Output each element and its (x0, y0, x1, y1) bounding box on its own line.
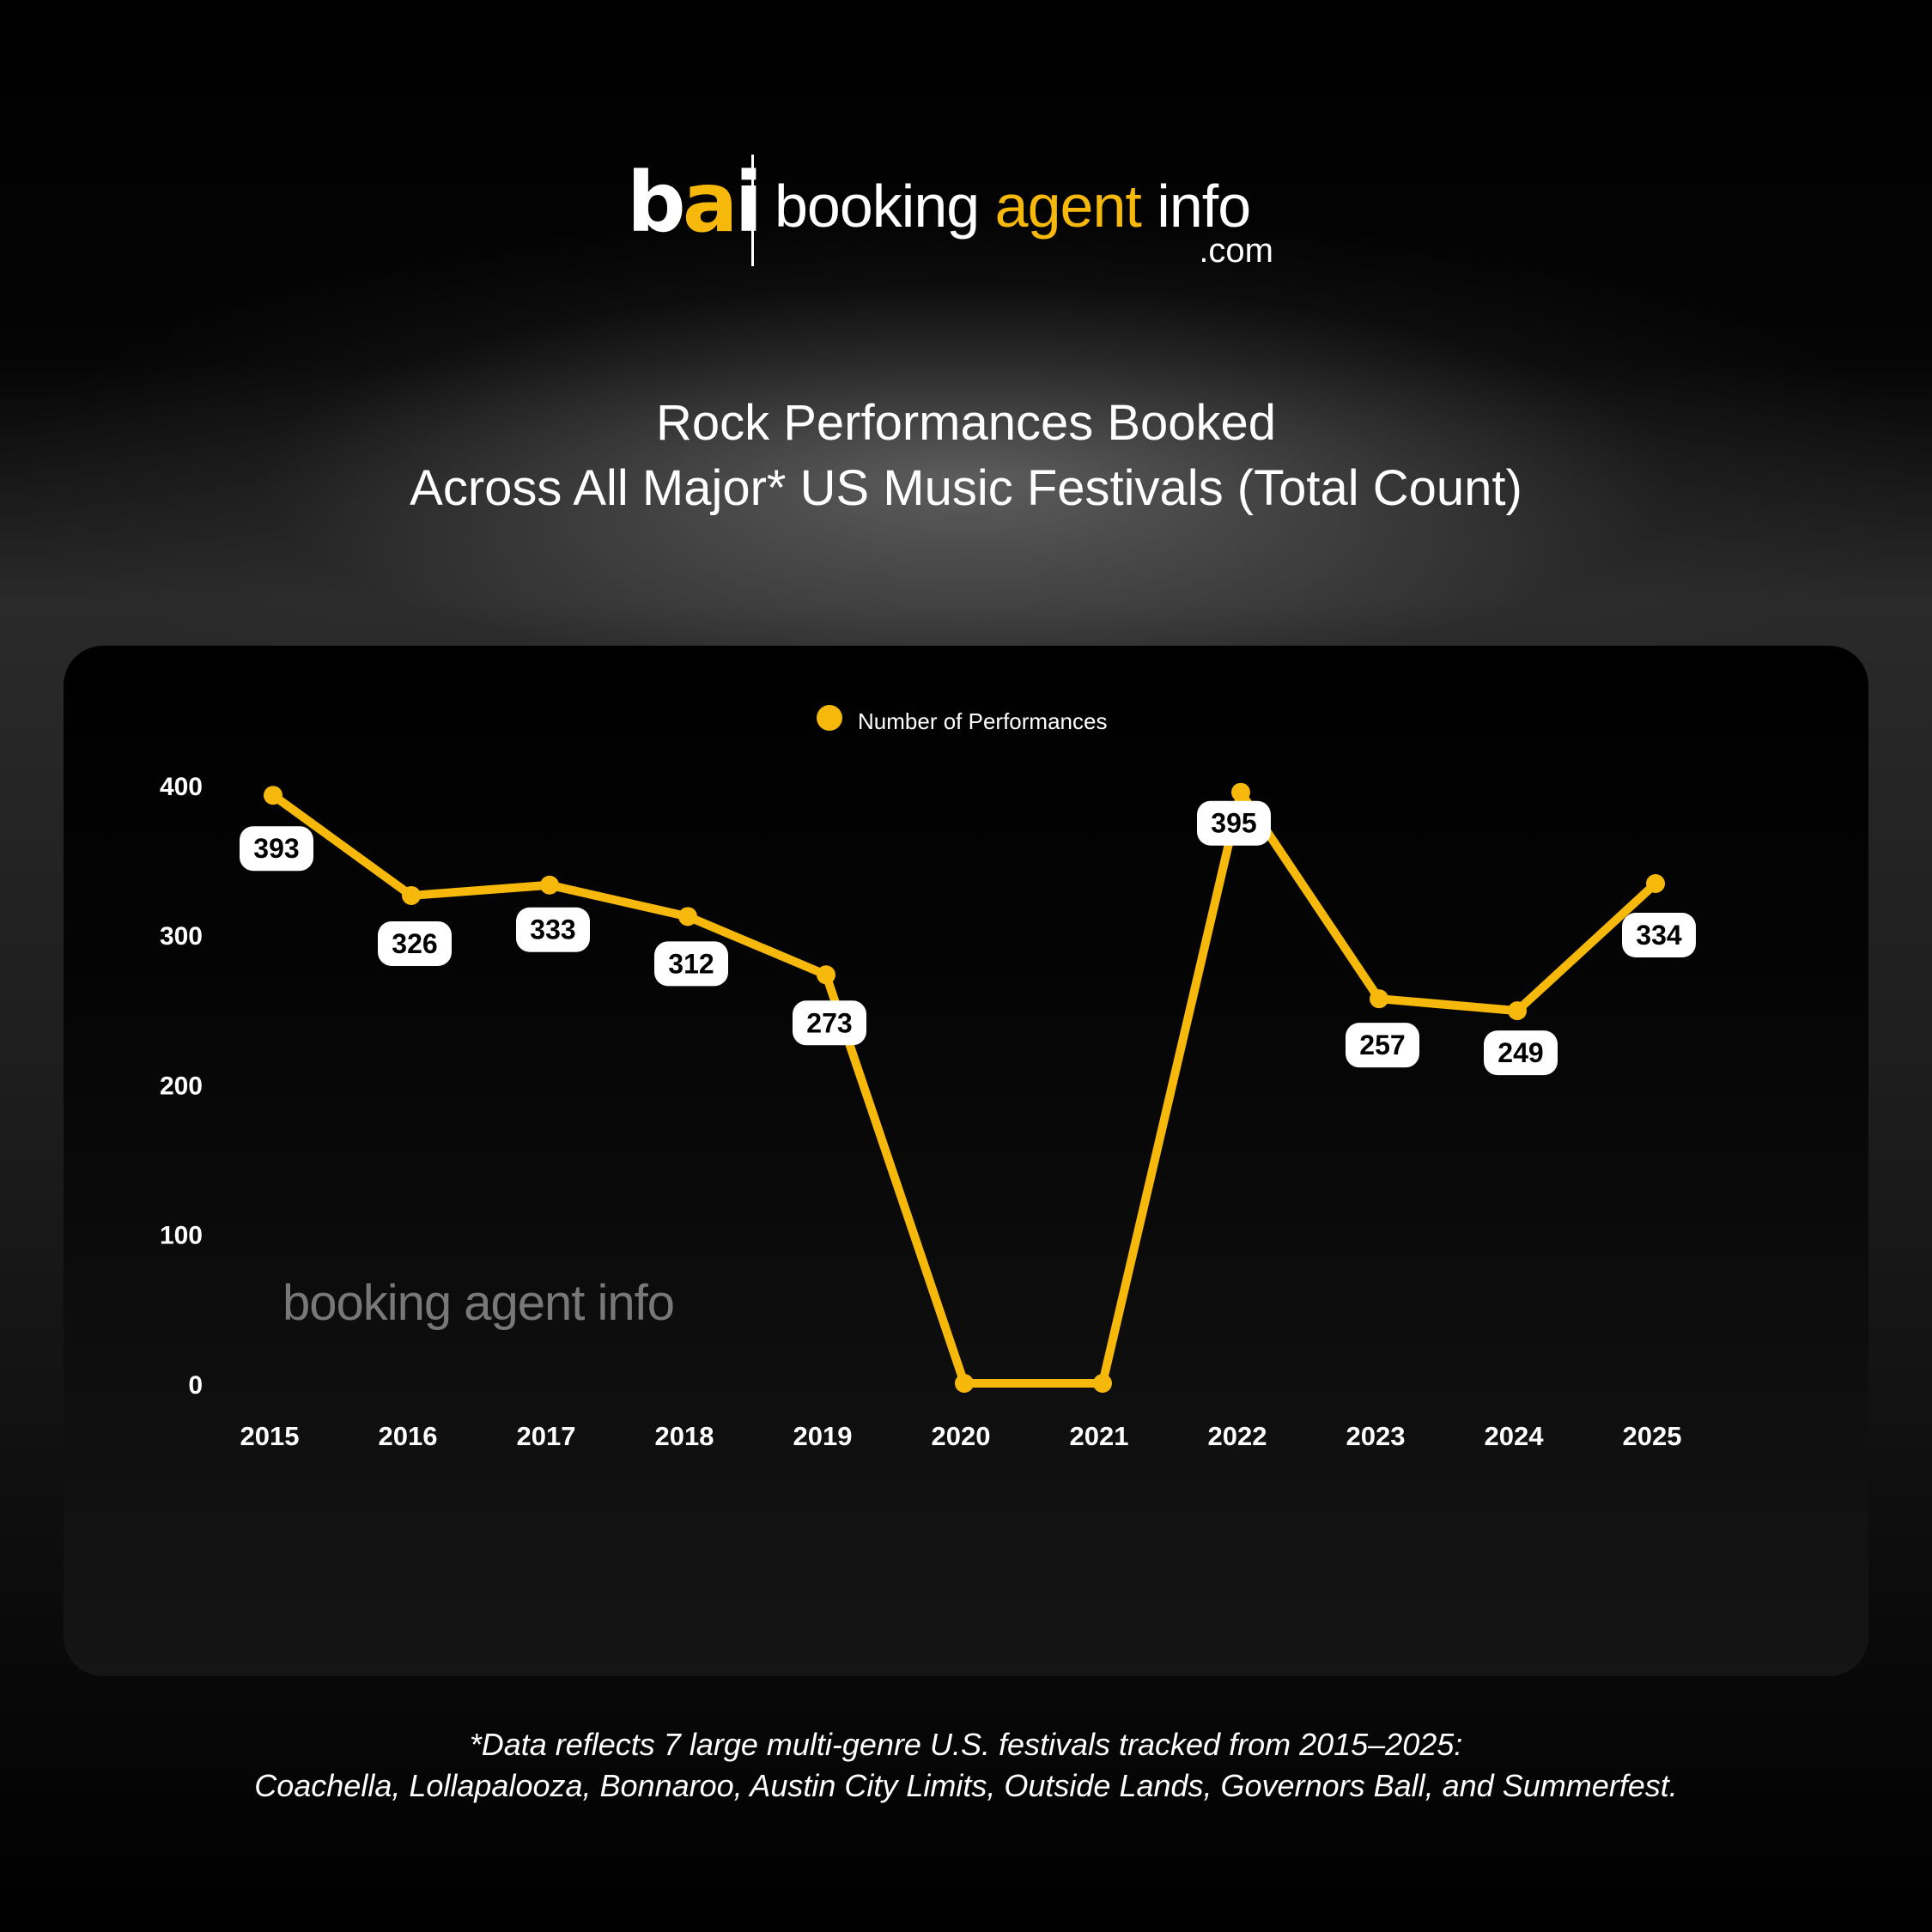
data-label-bg (1622, 913, 1696, 958)
logo-mark-b: b (627, 155, 686, 251)
data-label-text: 393 (253, 833, 299, 864)
footnote-line2: Coachella, Lollapalooza, Bonnaroo, Austi… (254, 1768, 1678, 1803)
x-tick-label-2016: 2016 (379, 1421, 438, 1451)
data-label-bg (654, 941, 728, 987)
data-point-2024 (1508, 1001, 1527, 1021)
logo-domain: .com (1199, 232, 1273, 270)
x-tick-label-2018: 2018 (655, 1421, 714, 1451)
data-point-2020 (955, 1374, 974, 1393)
data-label-bg (793, 1000, 866, 1046)
data-point-2017 (540, 875, 559, 895)
x-tick-label-2022: 2022 (1208, 1421, 1267, 1451)
data-point-2022 (1231, 782, 1250, 802)
logo-wordmark: booking agent info (775, 172, 1251, 240)
data-label-bg (1484, 1030, 1558, 1076)
legend-marker (817, 705, 842, 731)
data-label-2025: 334 (1622, 913, 1696, 958)
chart-legend: Number of Performances (817, 705, 1107, 734)
chart-title-line2: Across All Major* US Music Festivals (To… (410, 460, 1522, 516)
data-label-text: 312 (668, 948, 714, 979)
logo-divider (751, 155, 754, 266)
logo-mark-i: i (734, 155, 763, 251)
data-label-text: 333 (530, 914, 575, 945)
x-tick-label-2023: 2023 (1346, 1421, 1406, 1451)
brand-logo: bai booking agent info .com (627, 146, 1314, 275)
data-label-2022: 395 (1197, 800, 1271, 846)
data-point-2021 (1093, 1374, 1112, 1393)
data-label-2024: 249 (1484, 1030, 1558, 1076)
data-label-text: 326 (392, 928, 437, 959)
x-tick-label-2021: 2021 (1070, 1421, 1129, 1451)
y-tick-label-300: 300 (160, 922, 203, 951)
data-point-2019 (817, 965, 835, 985)
chart-title-line1: Rock Performances Booked (655, 395, 1277, 451)
data-label-text: 249 (1498, 1037, 1543, 1068)
y-tick-label-400: 400 (160, 773, 203, 801)
watermark-text: booking agent info (283, 1275, 674, 1331)
x-tick-label-2024: 2024 (1485, 1421, 1545, 1451)
data-labels: 393 326 333 312 273 395 257 249 334 (240, 800, 1696, 1076)
line-chart: Number of Performances booking agent inf… (160, 705, 1696, 1451)
data-label-bg (378, 920, 452, 966)
y-tick-label-0: 0 (188, 1371, 203, 1400)
data-point-2015 (264, 786, 283, 805)
data-label-2015: 393 (240, 826, 313, 872)
data-label-2018: 312 (654, 941, 728, 987)
x-tick-label-2017: 2017 (517, 1421, 576, 1451)
logo-mark: bai (627, 155, 763, 251)
data-label-bg (516, 907, 590, 952)
data-label-2016: 326 (378, 920, 452, 966)
data-label-bg (240, 826, 313, 872)
logo-mark-a: a (682, 155, 738, 251)
footnote: *Data reflects 7 large multi-genre U.S. … (0, 1724, 1932, 1807)
x-tick-label-2015: 2015 (240, 1421, 300, 1451)
x-tick-label-2019: 2019 (793, 1421, 853, 1451)
data-label-text: 273 (806, 1007, 852, 1038)
footnote-line1: *Data reflects 7 large multi-genre U.S. … (469, 1727, 1463, 1762)
logo-word-booking: booking (775, 173, 995, 240)
x-tick-label-2020: 2020 (932, 1421, 991, 1451)
data-label-2019: 273 (793, 1000, 866, 1046)
data-point-2025 (1646, 874, 1665, 894)
data-label-bg (1197, 800, 1271, 846)
data-label-text: 395 (1211, 808, 1256, 839)
data-point-2016 (402, 885, 421, 905)
y-tick-label-100: 100 (160, 1222, 203, 1250)
data-label-2023: 257 (1346, 1023, 1419, 1068)
data-point-2018 (678, 907, 697, 927)
logo-word-agent: agent (994, 173, 1142, 240)
data-label-2017: 333 (516, 907, 590, 952)
data-point-2023 (1370, 989, 1388, 1009)
series-points (264, 782, 1665, 1393)
y-axis: 0 100 200 300 400 (160, 773, 203, 1400)
logo-word-info: info (1140, 173, 1251, 240)
x-axis: 2015 2016 2017 2018 2019 2020 2021 2022 2023 2024… (240, 1421, 1682, 1451)
chart-title: Rock Performances Booked Across All Majo… (0, 391, 1932, 521)
data-label-text: 334 (1636, 920, 1682, 951)
y-tick-label-200: 200 (160, 1072, 203, 1100)
legend-label: Number of Performances (858, 708, 1107, 734)
data-label-bg (1346, 1023, 1419, 1068)
x-tick-label-2025: 2025 (1623, 1421, 1682, 1451)
data-label-text: 257 (1359, 1030, 1405, 1060)
chart-card: Number of Performances booking agent inf… (64, 646, 1868, 1676)
